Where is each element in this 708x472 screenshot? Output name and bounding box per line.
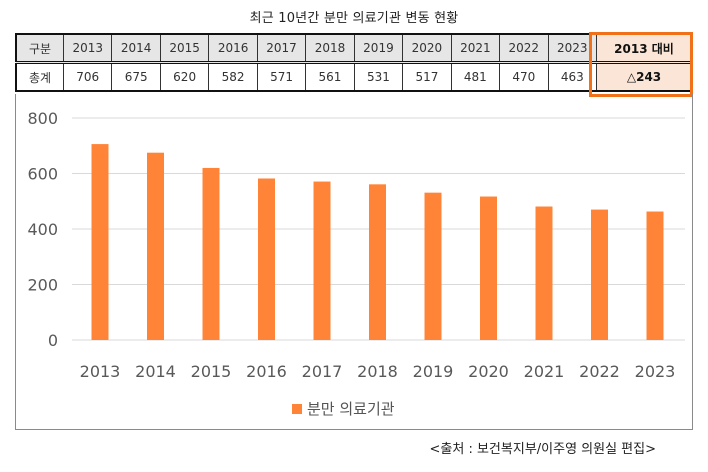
comparison-value-cell: △243 [596,62,691,92]
x-tick-label: 2020 [468,362,509,381]
value-cell: 620 [159,62,209,92]
bar-2019 [424,192,442,340]
page-title: 최근 10년간 분만 의료기관 변동 현황 [249,11,459,26]
legend-label: 분만 의료기관 [307,400,395,418]
x-tick-label: 2022 [579,362,620,381]
header-cell: 2014 [111,33,161,64]
value-cell: 470 [499,62,549,92]
table-row: 총계 706 675 620 582 571 561 531 517 481 4… [15,62,691,92]
bar-2013 [91,144,109,340]
bar-2017 [313,181,331,340]
x-tick-label: 2017 [302,362,343,381]
header-cell: 2022 [499,33,549,64]
y-tick-label: 0 [48,331,58,350]
bar-2023 [646,211,664,340]
value-cell: 531 [353,62,403,92]
x-tick-label: 2021 [524,362,565,381]
value-cell: 517 [402,62,452,92]
value-cell: 582 [208,62,258,92]
value-cell: 571 [256,62,306,92]
bar-2015 [202,167,220,340]
row-label-cell: 총계 [15,62,64,92]
value-cell: 675 [111,62,161,92]
y-tick-label: 400 [27,220,58,239]
bar-2022 [591,209,608,340]
x-axis-ticks: 2013 2014 2015 2016 2017 2018 2019 2020 2021 2022… [80,362,676,381]
bar-2014 [147,152,164,340]
bar-2018 [369,184,386,340]
header-cell: 2020 [402,33,452,64]
bar-2020 [480,196,497,340]
header-cell: 2018 [305,33,355,64]
header-cell: 구분 [15,33,64,64]
value-cell: 481 [450,62,500,92]
x-tick-label: 2016 [246,362,287,381]
x-tick-label: 2018 [357,362,398,381]
bar-2021 [535,206,553,340]
value-cell: 706 [62,62,112,92]
value-cell: 561 [305,62,355,92]
header-cell: 2019 [353,33,403,64]
y-tick-label: 800 [27,109,58,128]
source-note: <출처 : 보건복지부/이주영 의원실 편집> [429,442,656,457]
header-cell: 2015 [159,33,209,64]
legend-swatch [292,403,302,414]
y-tick-label: 600 [27,165,58,184]
chart-frame [15,94,693,430]
header-cell: 2023 [547,33,597,64]
header-cell: 2013 [62,33,112,64]
x-tick-label: 2013 [80,362,121,381]
x-tick-label: 2014 [135,362,176,381]
bar-2016 [258,178,275,340]
table-header-row: 구분 2013 2014 2015 2016 2017 2018 2019 20… [15,33,691,64]
header-cell: 2021 [450,33,500,64]
x-tick-label: 2019 [413,362,454,381]
y-axis-ticks: 0 200 400 600 800 [27,109,58,350]
y-tick-label: 200 [27,276,58,295]
header-cell: 2016 [208,33,258,64]
legend: 분만 의료기관 [292,398,395,419]
header-cell: 2017 [256,33,306,64]
bars [91,144,664,340]
value-cell: 463 [547,62,597,92]
x-tick-label: 2023 [635,362,676,381]
x-tick-label: 2015 [191,362,232,381]
summary-table: 구분 2013 2014 2015 2016 2017 2018 2019 20… [15,33,691,92]
